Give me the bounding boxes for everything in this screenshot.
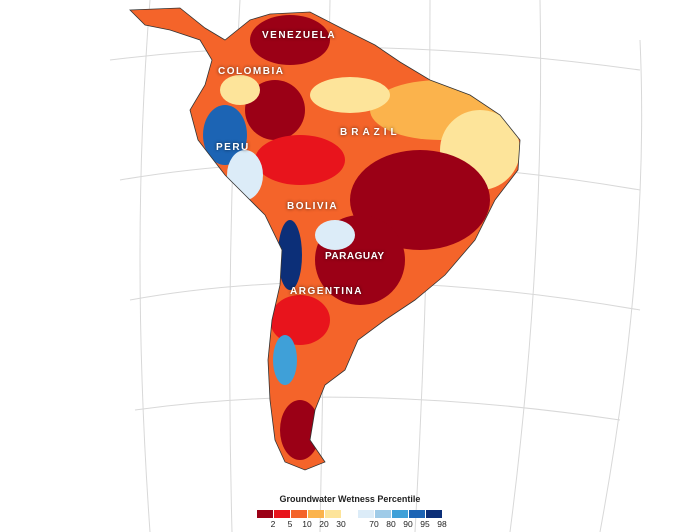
legend-swatch-5: [274, 510, 290, 518]
legend-tick-label: 95: [420, 519, 430, 529]
legend-swatch-20: [308, 510, 324, 518]
legend-tick-label: 30: [336, 519, 346, 529]
legend-tick-label: 90: [403, 519, 413, 529]
legend-tick-label: 5: [287, 519, 293, 529]
wetness-raster: [130, 8, 520, 470]
label-venezuela: VENEZUELA: [262, 30, 337, 41]
legend-swatch-2: [257, 510, 273, 518]
legend-swatch-95: [409, 510, 425, 518]
legend-tick-label: 2: [270, 519, 276, 529]
legend-swatch-98: [426, 510, 442, 518]
legend: Groundwater Wetness Percentile 2 5 10 20 30 …: [250, 494, 450, 529]
legend-tick-label: 80: [386, 519, 396, 529]
label-brazil: BRAZIL: [340, 127, 401, 138]
legend-swatch-10: [291, 510, 307, 518]
label-paraguay: PARAGUAY: [325, 251, 385, 262]
label-peru: PERU: [216, 142, 250, 153]
legend-tick-label: 98: [437, 519, 447, 529]
legend-tick-label: 70: [369, 519, 379, 529]
legend-swatch-90: [392, 510, 408, 518]
legend-wet-swatches: [358, 510, 442, 518]
legend-title: Groundwater Wetness Percentile: [279, 494, 421, 504]
legend-swatch-70: [358, 510, 374, 518]
legend-dry-swatches: [257, 510, 341, 518]
legend-tick-label: 20: [319, 519, 329, 529]
legend-swatch-30: [325, 510, 341, 518]
legend-swatch-80: [375, 510, 391, 518]
legend-tick-label: 10: [302, 519, 312, 529]
label-colombia: COLOMBIA: [218, 66, 285, 77]
label-bolivia: BOLIVIA: [287, 201, 339, 212]
label-argentina: ARGENTINA: [290, 286, 363, 297]
